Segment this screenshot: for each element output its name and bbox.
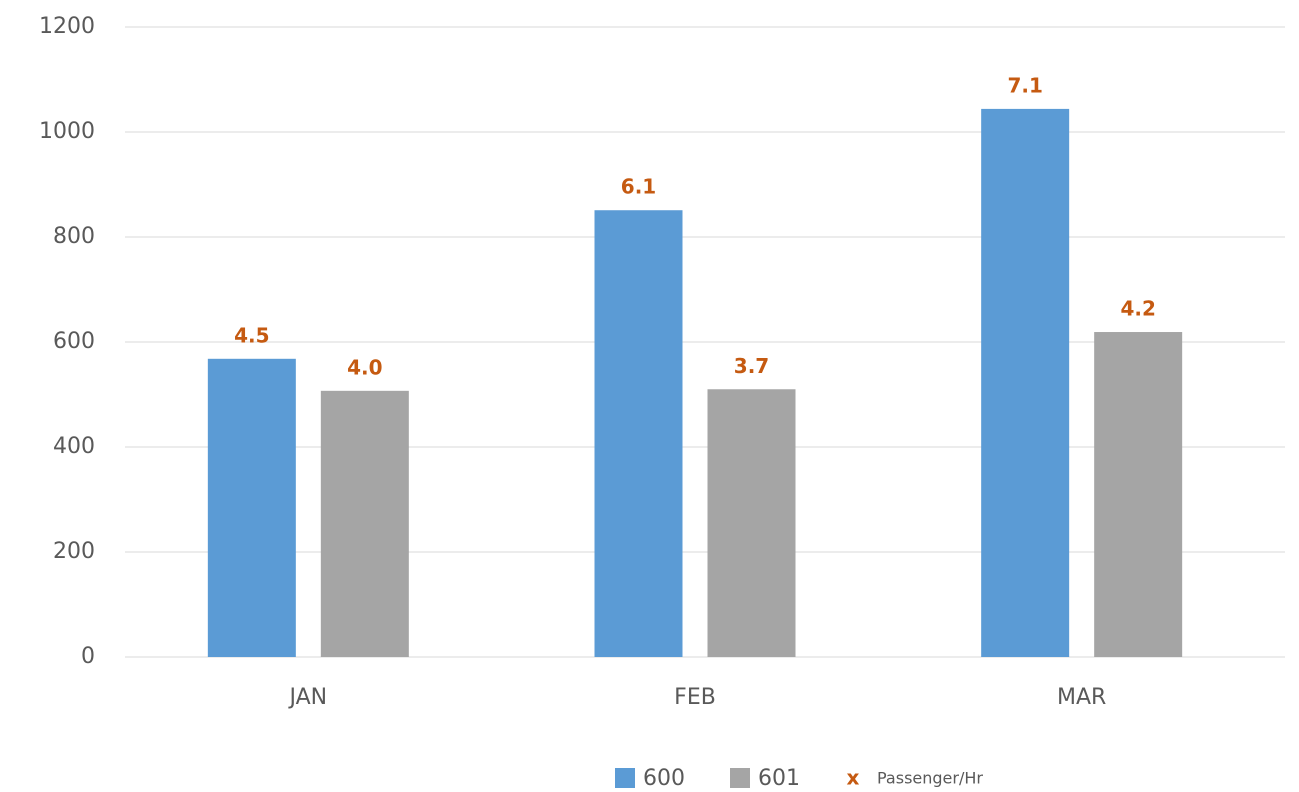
y-tick-label: 800: [53, 224, 95, 249]
y-tick-label: 200: [53, 539, 95, 564]
x-tick-label: JAN: [288, 685, 328, 710]
x-tick-label: MAR: [1057, 685, 1106, 710]
legend-marker: x: [847, 766, 860, 790]
y-tick-label: 400: [53, 434, 95, 459]
legend-swatch: [615, 768, 635, 788]
bar: [594, 210, 683, 657]
rate-label: 4.5: [234, 323, 269, 347]
rate-label: 3.7: [734, 354, 769, 378]
legend-label: 600: [643, 766, 685, 791]
y-tick-label: 600: [53, 329, 95, 354]
bar: [207, 358, 296, 657]
y-tick-label: 0: [81, 644, 95, 669]
y-tick-label: 1200: [39, 14, 95, 39]
bar: [981, 108, 1070, 657]
rate-label: 4.2: [1120, 297, 1155, 321]
legend-label: 601: [758, 766, 800, 791]
bar: [1094, 332, 1183, 657]
x-tick-label: FEB: [674, 685, 716, 710]
legend-swatch: [730, 768, 750, 788]
bar: [707, 389, 796, 657]
y-tick-label: 1000: [39, 119, 95, 144]
rate-label: 4.0: [347, 355, 382, 379]
bar: [320, 390, 409, 657]
legend-label: Passenger/Hr: [877, 769, 983, 788]
rate-label: 6.1: [621, 175, 656, 199]
rate-label: 7.1: [1007, 73, 1042, 97]
